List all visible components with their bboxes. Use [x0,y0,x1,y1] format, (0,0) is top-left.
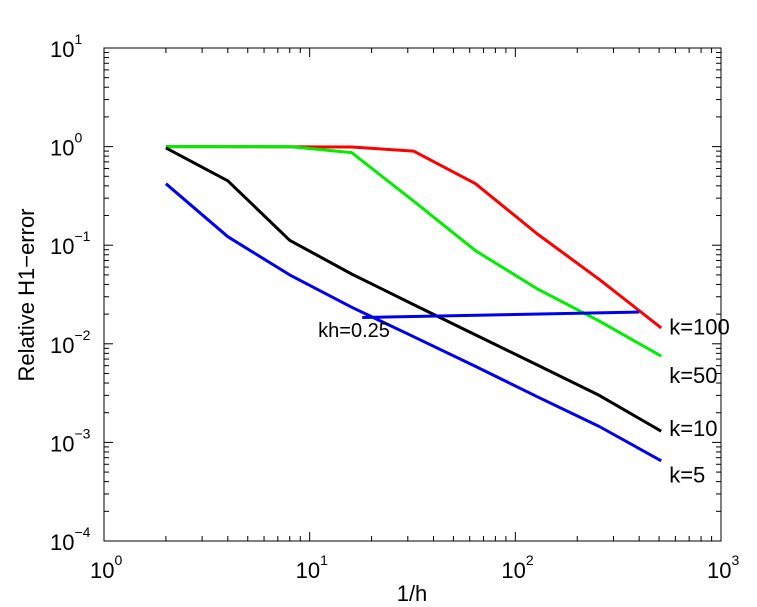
y-tick-base: 10 [50,333,74,358]
series-line-k-50 [165,145,662,358]
y-tick-base: 10 [50,136,74,161]
y-tick-label: 10−2 [50,327,91,358]
y-tick-label: 100 [50,130,82,161]
y-axis-label: Relative H1−error [14,208,39,381]
x-tick-label: 100 [90,552,122,583]
y-tick-base: 10 [50,234,74,259]
y-tick-label: 10−1 [50,228,91,259]
series-label: k=50 [669,363,717,388]
x-tick-base: 10 [296,558,320,583]
series-label: k=10 [669,416,717,441]
series-label: k=100 [669,314,730,339]
y-tick-exponent: 1 [74,31,82,47]
x-tick-label: 102 [501,552,533,583]
series-line-k-10 [165,146,662,433]
x-tick-base: 10 [501,558,525,583]
y-tick-label: 10−3 [50,425,91,456]
x-axis-label: 1/h [397,581,428,606]
series-labels: k=100 k=50 k=10 k=5 kh=0.25 [318,314,730,487]
annotation-label: kh=0.25 [318,320,390,342]
y-tick-base: 10 [50,530,74,555]
x-tick-exponent: 3 [731,552,739,568]
x-tick-label: 101 [296,552,328,583]
y-tick-base: 10 [50,431,74,456]
y-tick-label: 101 [50,31,82,62]
x-tick-base: 10 [707,558,731,583]
series-label: k=5 [669,463,705,488]
x-tick-exponent: 1 [320,552,328,568]
x-tick-base: 10 [90,558,114,583]
y-tick-exponent: −3 [74,425,90,441]
x-tick-exponent: 2 [526,552,534,568]
y-tick-exponent: −4 [74,524,90,540]
y-tick-exponent: −1 [74,228,90,244]
x-tick-exponent: 0 [114,552,122,568]
x-tick-label: 103 [707,552,739,583]
y-tick-exponent: 0 [74,130,82,146]
y-tick-base: 10 [50,37,74,62]
plot-area [103,47,722,542]
y-tick-label: 10−4 [50,524,91,555]
series-line-k-5 [164,182,662,463]
y-tick-exponent: −2 [74,327,90,343]
series-lines [164,145,663,463]
series-line-k-100 [165,145,663,330]
series-line-reference [362,310,640,319]
